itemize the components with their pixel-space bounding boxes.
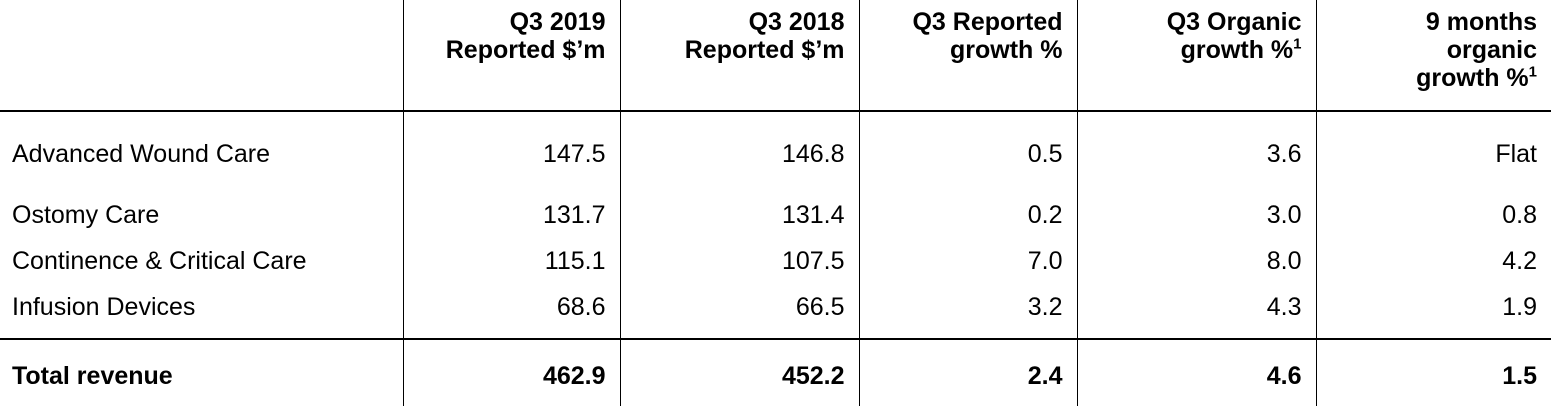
header-line: Q3 2018 bbox=[748, 8, 845, 36]
cell-value: 131.7 bbox=[402, 185, 620, 231]
footnote-marker: 1 bbox=[1528, 63, 1537, 81]
cell-value: 3.0 bbox=[1076, 185, 1316, 231]
header-q3-2019: Q3 2019 Reported $’m bbox=[402, 0, 620, 111]
header-line: Q3 Organic bbox=[1166, 8, 1302, 36]
total-value: 2.4 bbox=[858, 339, 1077, 406]
header-line: Reported $’m bbox=[445, 36, 606, 64]
row-label: Infusion Devices bbox=[12, 293, 196, 321]
header-q3-reported-growth: Q3 Reported growth % bbox=[858, 0, 1077, 111]
cell-value: 3.6 bbox=[1076, 111, 1316, 185]
total-row: Total revenue 462.9 452.2 2.4 4.6 1.5 bbox=[0, 339, 1551, 406]
header-line: Q3 2019 bbox=[509, 8, 606, 36]
header-line: Reported $’m bbox=[684, 36, 845, 64]
table-row: Ostomy Care 131.7 131.4 0.2 3.0 0.8 bbox=[0, 185, 1551, 231]
cell-value: 0.8 bbox=[1315, 185, 1551, 231]
cell-value: 0.5 bbox=[858, 111, 1077, 185]
total-value: 4.6 bbox=[1076, 339, 1316, 406]
total-value: 452.2 bbox=[619, 339, 859, 406]
header-line-text: growth % bbox=[1180, 36, 1294, 64]
header-blank-cell bbox=[0, 0, 403, 111]
table-row: Continence & Critical Care 115.1 107.5 7… bbox=[0, 231, 1551, 277]
cell-value: 115.1 bbox=[402, 231, 620, 277]
header-q3-2018: Q3 2018 Reported $’m bbox=[619, 0, 859, 111]
cell-value: 107.5 bbox=[619, 231, 859, 277]
header-line-text: growth % bbox=[1416, 64, 1529, 92]
header-q3-organic-growth: Q3 Organic growth %1 bbox=[1076, 0, 1316, 111]
cell-value: 131.4 bbox=[619, 185, 859, 231]
cell-value: 1.9 bbox=[1315, 277, 1551, 339]
cell-value: 3.2 bbox=[858, 277, 1077, 339]
table-row: Advanced Wound Care 147.5 146.8 0.5 3.6 … bbox=[0, 111, 1551, 185]
total-label: Total revenue bbox=[12, 362, 173, 390]
row-label: Advanced Wound Care bbox=[12, 140, 271, 168]
row-label: Ostomy Care bbox=[12, 201, 160, 229]
cell-value: Flat bbox=[1315, 111, 1551, 185]
cell-value: 7.0 bbox=[858, 231, 1077, 277]
header-line: growth %1 bbox=[1317, 63, 1537, 92]
cell-value: 8.0 bbox=[1076, 231, 1316, 277]
table-row: Infusion Devices 68.6 66.5 3.2 4.3 1.9 bbox=[0, 277, 1551, 339]
cell-value: 4.3 bbox=[1076, 277, 1316, 339]
header-9-months-organic-growth: 9 months organic growth %1 bbox=[1315, 0, 1551, 111]
header-line: Q3 Reported bbox=[912, 8, 1063, 36]
cell-value: 66.5 bbox=[619, 277, 859, 339]
total-value: 462.9 bbox=[402, 339, 620, 406]
header-line: growth % bbox=[950, 36, 1063, 64]
cell-value: 68.6 bbox=[402, 277, 620, 339]
cell-value: 147.5 bbox=[402, 111, 620, 185]
header-row: Q3 2019 Reported $’m Q3 2018 Reported $’… bbox=[0, 0, 1551, 111]
header-line: 9 months bbox=[1425, 8, 1537, 36]
footnote-marker: 1 bbox=[1293, 35, 1302, 53]
cell-value: 4.2 bbox=[1315, 231, 1551, 277]
total-value: 1.5 bbox=[1315, 339, 1551, 406]
header-line: growth %1 bbox=[1078, 36, 1302, 64]
header-line: organic bbox=[1446, 36, 1537, 64]
cell-value: 0.2 bbox=[858, 185, 1077, 231]
row-label: Continence & Critical Care bbox=[12, 247, 307, 275]
cell-value: 146.8 bbox=[619, 111, 859, 185]
